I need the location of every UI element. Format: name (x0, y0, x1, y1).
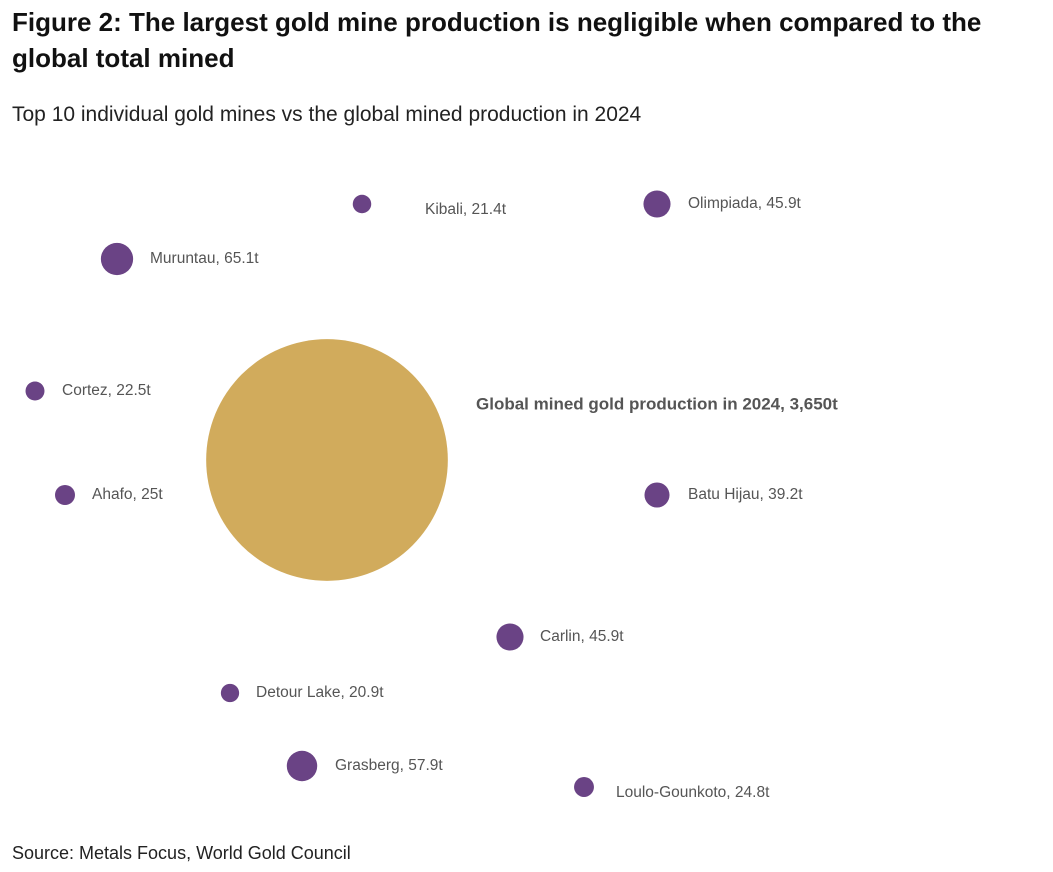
label-carlin: Carlin, 45.9t (540, 628, 624, 645)
label-batu-hijau: Batu Hijau, 39.2t (688, 486, 803, 503)
label-ahafo: Ahafo, 25t (92, 486, 163, 503)
bubble-detour-lake (220, 683, 240, 703)
chart-title: Figure 2: The largest gold mine producti… (12, 7, 982, 73)
label-grasberg: Grasberg, 57.9t (335, 757, 443, 774)
label-kibali: Kibali, 21.4t (425, 201, 507, 218)
bubble-muruntau (100, 242, 134, 276)
bubble-ahafo (55, 485, 75, 505)
label-loulo-gounkoto: Loulo-Gounkoto, 24.8t (616, 784, 770, 801)
bubble-kibali (352, 194, 372, 214)
bubble-carlin (496, 623, 524, 651)
label-detour-lake: Detour Lake, 20.9t (256, 684, 384, 701)
bubble-olimpiada (643, 190, 671, 218)
label-muruntau: Muruntau, 65.1t (150, 250, 259, 267)
mine-bubbles: Kibali, 21.4t Olimpiada, 45.9t Muruntau, 6… (25, 190, 803, 801)
bubble-loulo-gounkoto (574, 777, 594, 797)
global-production-bubble (206, 339, 448, 581)
source-note: Source: Metals Focus, World Gold Council (12, 843, 351, 863)
label-cortez: Cortez, 22.5t (62, 382, 151, 399)
label-olimpiada: Olimpiada, 45.9t (688, 195, 802, 212)
bubble-cortez (25, 381, 45, 401)
bubble-batu-hijau (644, 482, 670, 508)
chart-subtitle: Top 10 individual gold mines vs the glob… (12, 103, 642, 126)
global-production-label: Global mined gold production in 2024, 3,… (476, 394, 838, 413)
bubble-grasberg (286, 750, 318, 782)
